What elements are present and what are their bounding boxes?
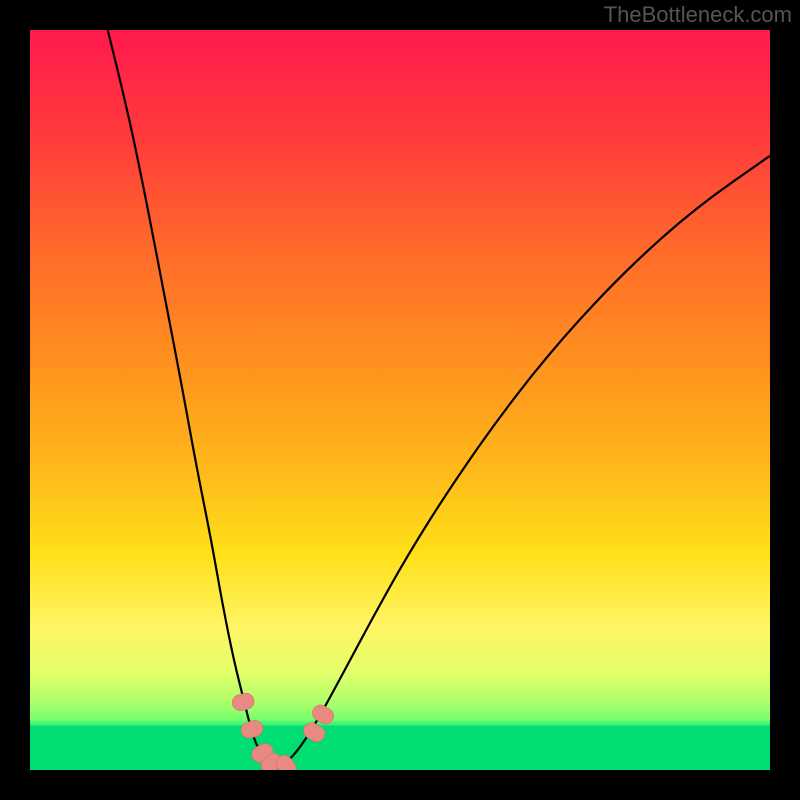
background-gradient	[30, 30, 770, 759]
plot-area	[30, 30, 770, 770]
plot-svg	[30, 30, 770, 770]
green-floor	[30, 726, 770, 770]
watermark-label: TheBottleneck.com	[604, 2, 792, 28]
chart-container: TheBottleneck.com	[0, 0, 800, 800]
